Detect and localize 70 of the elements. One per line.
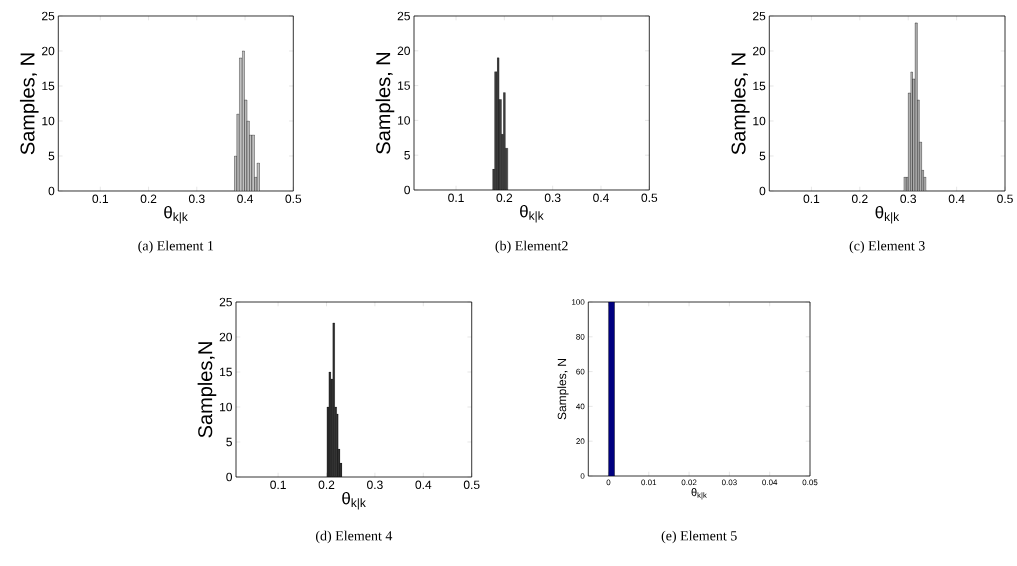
y-axis-title: Samples, N — [375, 52, 395, 154]
y-tick-label: 40 — [576, 403, 585, 410]
y-tick-label: 100 — [572, 299, 585, 305]
y-tick-label: 5 — [48, 151, 55, 161]
x-axis-title: θ$_{k|k}$ — [875, 205, 900, 224]
text: (d) Element 4 — [315, 530, 393, 544]
x-axis-title: θ$_{k|k}$ — [164, 205, 188, 224]
y-tick-label: 10 — [398, 116, 411, 125]
y-axis-title: Samples, N — [730, 53, 750, 155]
x-axis-title: θ$_{k|k}$ — [691, 488, 707, 500]
x-tick-label: 0.3 — [900, 194, 917, 204]
y-axis-title: Samples, N — [557, 358, 569, 420]
x-tick-label: 0.03 — [721, 479, 737, 486]
x-tick-label: 0.2 — [496, 193, 513, 203]
x-tick-label: 0.4 — [415, 480, 432, 490]
y-tick-label: 0 — [759, 186, 766, 196]
x-tick-label: 0.2 — [140, 194, 157, 204]
y-tick-label: 5 — [404, 151, 410, 160]
y-tick-label: 20 — [397, 46, 411, 56]
y-tick-label: 5 — [226, 437, 232, 447]
text: (e) Element 5 — [661, 530, 737, 544]
y-tick-label: 25 — [42, 11, 55, 21]
y-tick-label: 0 — [404, 185, 411, 195]
y-tick-label: 80 — [576, 333, 585, 340]
y-tick-label: 20 — [576, 438, 585, 445]
x-tick-label: 0.4 — [237, 194, 254, 204]
y-tick-label: 20 — [219, 332, 233, 342]
y-tick-label: 25 — [753, 11, 766, 21]
y-tick-label: 10 — [220, 402, 233, 412]
y-tick-label: 25 — [397, 11, 410, 21]
x-tick-label: 0.1 — [448, 193, 464, 203]
y-tick-label: 20 — [42, 46, 55, 56]
text: (c) Element 3 — [849, 240, 925, 254]
y-tick-label: 60 — [576, 368, 585, 375]
x-tick-label: 0.3 — [188, 194, 205, 204]
y-tick-label: 15 — [42, 81, 55, 91]
x-tick-label: 0.4 — [593, 193, 609, 203]
x-tick-label: 0.2 — [318, 480, 335, 490]
x-tick-label: 0.2 — [851, 194, 868, 204]
x-tick-label: 0.3 — [367, 480, 383, 490]
x-tick-label: 0.5 — [285, 194, 302, 204]
x-tick-label: 0.02 — [681, 479, 697, 486]
x-tick-label: 0.5 — [997, 194, 1013, 204]
x-tick-label: 0.1 — [803, 194, 820, 204]
y-tick-label: 20 — [753, 46, 766, 56]
x-tick-label: 0.1 — [92, 194, 109, 204]
y-tick-label: 10 — [42, 116, 55, 126]
y-axis-title: Samples, N — [19, 53, 39, 155]
y-tick-label: 0 — [580, 473, 585, 479]
y-tick-label: 10 — [753, 116, 766, 126]
x-axis-title: θ$_{k|k}$ — [342, 491, 366, 510]
y-tick-label: 15 — [398, 81, 410, 90]
y-tick-label: 15 — [753, 81, 766, 91]
x-tick-label: 0.3 — [544, 193, 561, 203]
y-axis-title: Samples,N — [197, 342, 217, 438]
y-tick-label: 15 — [220, 367, 232, 377]
x-tick-label: 0.5 — [641, 193, 658, 203]
y-tick-label: 5 — [759, 151, 766, 161]
x-tick-label: 0.04 — [762, 479, 778, 486]
text: (a) Element 1 — [138, 240, 214, 254]
text: (b) Element2 — [495, 240, 568, 254]
x-tick-label: 0.4 — [948, 194, 965, 204]
x-tick-label: 0.5 — [463, 480, 480, 490]
x-tick-label: 0.01 — [641, 479, 657, 486]
x-tick-label: 0.05 — [802, 479, 818, 486]
x-axis-title: θ$_{k|k}$ — [520, 204, 544, 223]
y-tick-label: 0 — [48, 186, 55, 196]
x-tick-label: 0.1 — [270, 480, 286, 490]
y-tick-label: 25 — [219, 297, 232, 307]
x-tick-label: 0 — [606, 479, 611, 486]
